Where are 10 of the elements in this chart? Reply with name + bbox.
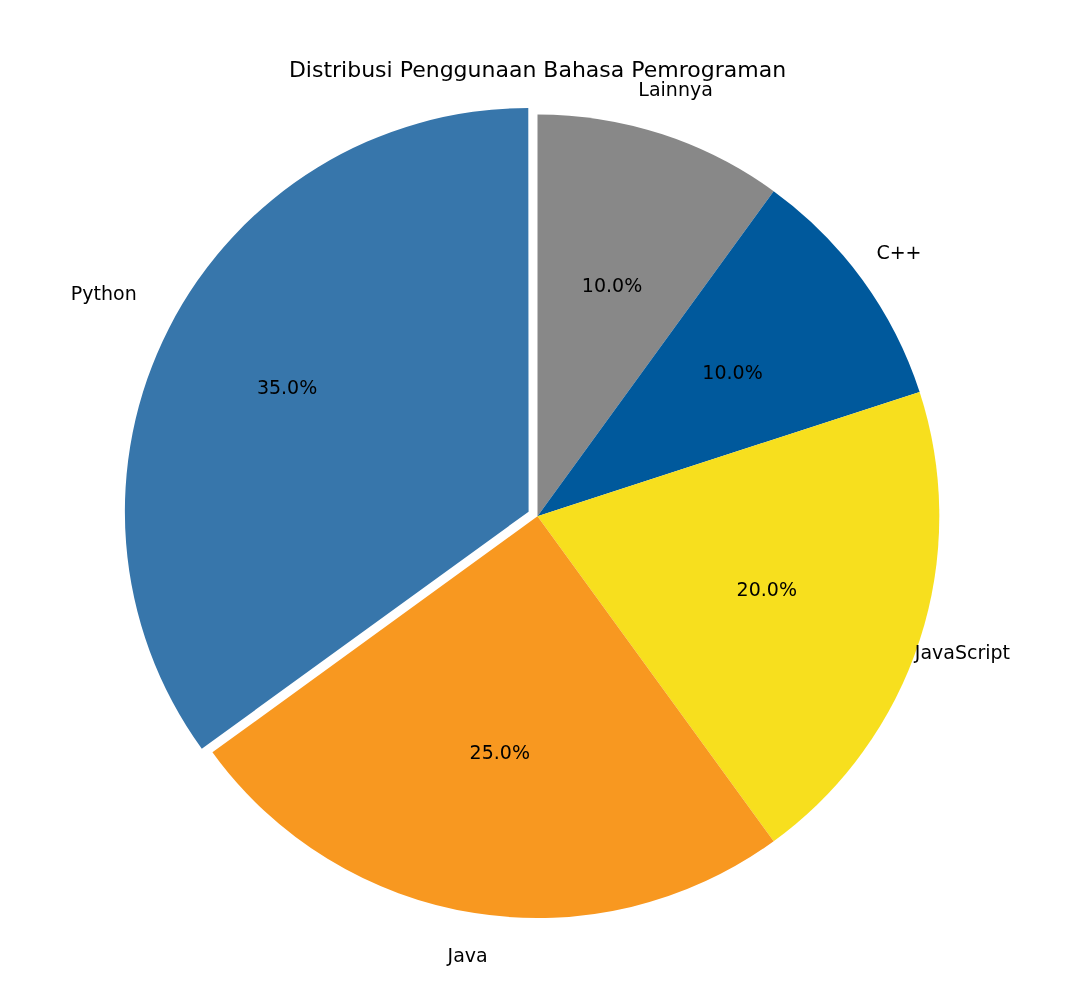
slice-label: Python xyxy=(70,282,137,305)
data-label: 10.0% xyxy=(581,273,643,296)
slice-label: JavaScript xyxy=(913,641,1011,664)
data-label: 35.0% xyxy=(256,375,318,398)
slice-label: C++ xyxy=(876,240,922,263)
data-label: 10.0% xyxy=(702,361,763,384)
chart-title: Distribusi Penggunaan Bahasa Pemrograman xyxy=(288,56,787,82)
data-label: 25.0% xyxy=(469,741,530,764)
slice-label: Java xyxy=(446,944,488,967)
data-label: 20.0% xyxy=(736,577,797,600)
